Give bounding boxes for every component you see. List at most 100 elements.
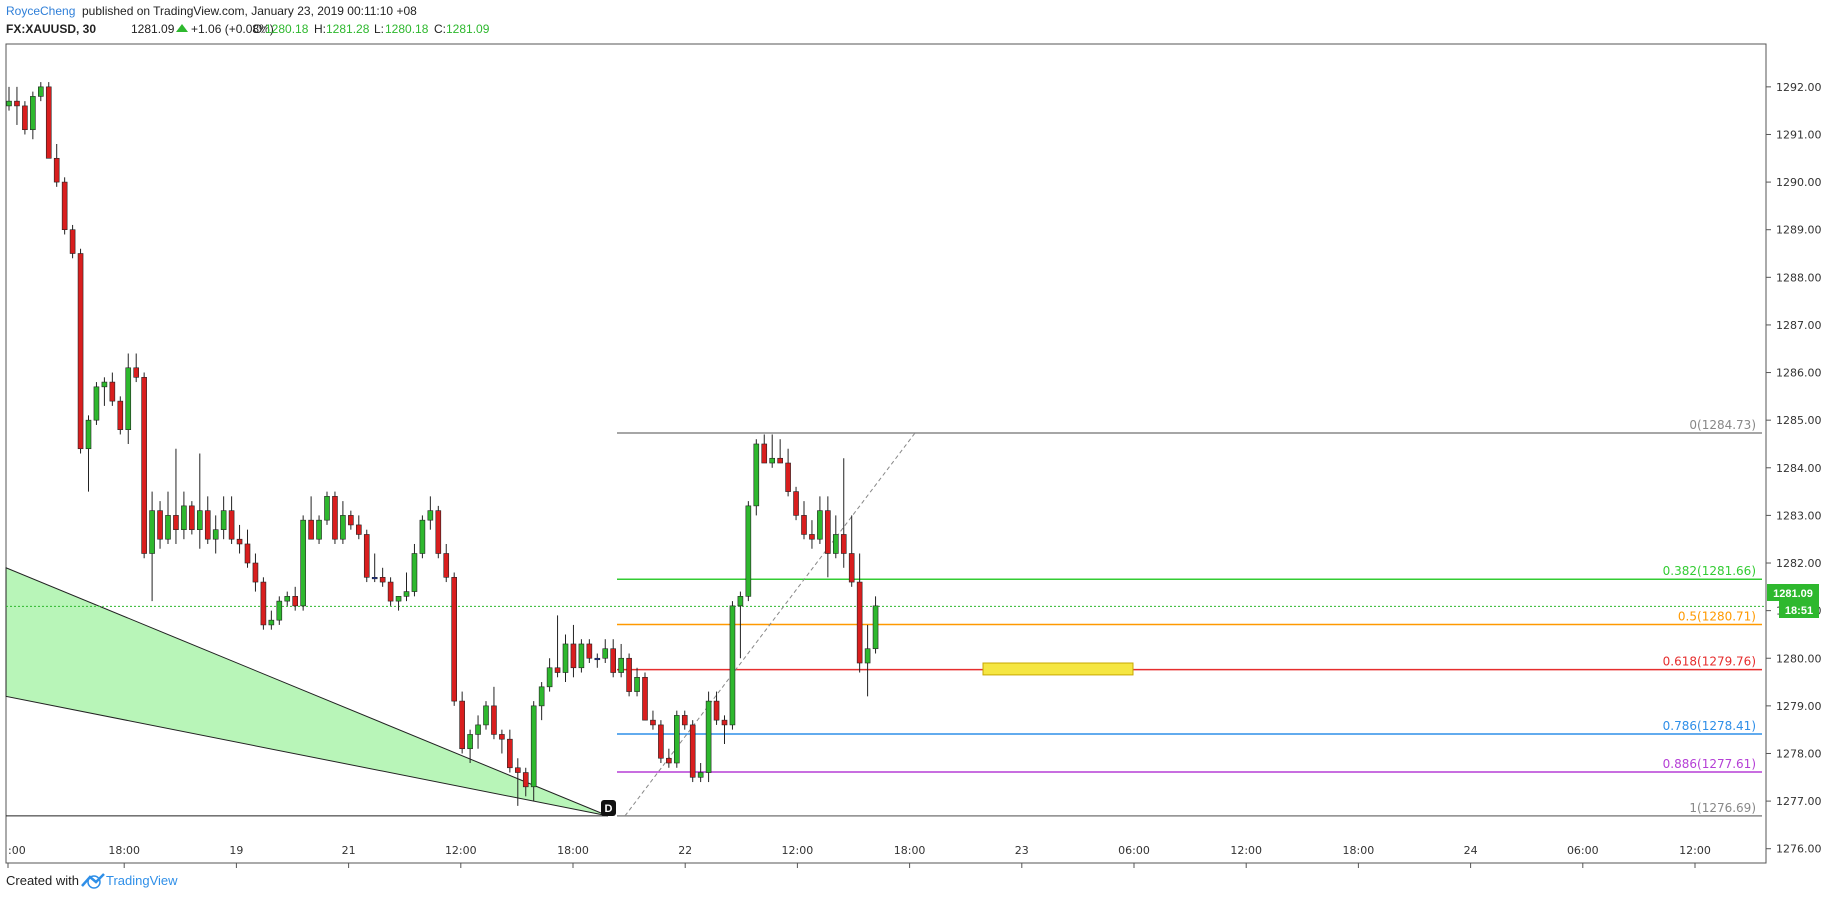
candle (284, 591, 291, 606)
candle (355, 515, 362, 540)
candle (292, 586, 299, 611)
candle (499, 729, 505, 754)
fib-level-label: 0(1284.73) (1689, 418, 1756, 432)
candle (220, 496, 227, 540)
time-axis[interactable]: :00 18:00 19 21 12:00 18:00 22 12:00 18:00 23 06:0… (7, 844, 1711, 868)
candle (260, 577, 267, 630)
fib-level-label: 0.886(1277.61) (1663, 757, 1756, 771)
symbol-label: FX:XAUUSD, 30 (6, 22, 96, 36)
candle (514, 758, 521, 806)
candle (61, 177, 68, 235)
candle (53, 143, 60, 187)
candle (570, 624, 577, 678)
candlestick-series (6, 82, 879, 806)
y-tick-label: 1276.00 (1776, 843, 1822, 856)
fib-level-label: 0.786(1278.41) (1663, 719, 1756, 733)
fib-trendline[interactable] (624, 432, 916, 817)
candle (69, 224, 76, 259)
candle (348, 510, 354, 530)
candle (276, 596, 283, 625)
tradingview-brand-link[interactable]: TradingView (106, 873, 178, 888)
high-value: 1281.28 (326, 22, 370, 36)
candle (101, 377, 108, 406)
candle (93, 382, 100, 425)
candle (149, 491, 155, 602)
x-tick-label: 18:00 (894, 844, 926, 857)
y-tick-label: 1278.00 (1776, 747, 1822, 760)
last-price: 1281.09 (131, 22, 175, 36)
candle (769, 434, 776, 468)
candle (459, 691, 465, 754)
fibonacci-retracement[interactable]: 0(1284.73) 0.382(1281.66) 0.5(1280.71) 0.61… (617, 418, 1762, 817)
candle (840, 458, 847, 568)
candle (435, 505, 442, 559)
candle (77, 248, 84, 454)
y-tick-label: 1284.00 (1776, 462, 1822, 475)
open-label: O: (253, 22, 266, 36)
candle (387, 577, 394, 606)
candle (729, 601, 736, 730)
candle (689, 720, 696, 783)
tradingview-logo-icon (81, 873, 105, 889)
candle (666, 748, 672, 768)
candle (30, 91, 36, 140)
candle (332, 491, 338, 544)
candle (801, 501, 807, 540)
candle (538, 682, 545, 721)
x-tick-label: :00 (8, 844, 26, 857)
candle (634, 667, 640, 697)
harmonic-leg-cd[interactable] (5, 567, 609, 817)
candle (650, 710, 656, 730)
candle (594, 653, 601, 668)
x-tick-label: 18:00 (1343, 844, 1375, 857)
candle (85, 415, 92, 492)
support-zone[interactable] (982, 662, 1134, 676)
candle (483, 701, 489, 730)
x-tick-label: 06:00 (1567, 844, 1599, 857)
high-label: H: (314, 22, 326, 36)
candle (491, 686, 497, 740)
candle (117, 396, 124, 435)
candle (340, 501, 346, 544)
pattern-point-d-label: D (605, 803, 613, 815)
open-value: 1280.18 (265, 22, 309, 36)
y-tick-label: 1282.00 (1776, 557, 1822, 570)
candle (554, 615, 561, 678)
harmonic-pattern[interactable] (5, 567, 1766, 817)
candle (825, 496, 831, 578)
x-tick-label: 06:00 (1118, 844, 1150, 857)
candle (602, 639, 609, 664)
y-tick-label: 1292.00 (1776, 81, 1822, 94)
candle (761, 434, 768, 464)
y-tick-label: 1291.00 (1776, 128, 1822, 141)
candle (324, 491, 330, 525)
candle (642, 672, 648, 721)
candle (673, 710, 680, 768)
candle (681, 710, 688, 730)
pattern-point-d[interactable]: D (601, 800, 616, 816)
candle (125, 353, 132, 444)
author-name[interactable]: RoyceCheng (6, 4, 75, 18)
y-tick-label: 1289.00 (1776, 224, 1822, 237)
candle (316, 515, 322, 544)
candle (403, 572, 410, 602)
y-tick-label: 1288.00 (1776, 271, 1822, 284)
y-tick-label: 1283.00 (1776, 509, 1822, 522)
fib-level-label: 0.618(1279.76) (1663, 655, 1756, 669)
ohlc-header: FX:XAUUSD, 30 1281.09 +1.06 (+0.08%) O: … (6, 22, 490, 36)
low-value: 1280.18 (385, 22, 429, 36)
x-tick-label: 23 (1015, 844, 1029, 857)
candle (872, 596, 879, 654)
candle (300, 515, 306, 611)
candle (45, 82, 52, 159)
candle (507, 729, 513, 773)
candle (228, 496, 235, 544)
candle (157, 501, 163, 549)
candle (618, 643, 624, 678)
candle (522, 767, 529, 797)
candle (308, 496, 314, 540)
x-tick-label: 22 (678, 844, 692, 857)
candle (6, 86, 12, 111)
price-axis[interactable]: 1276.00 1277.00 1278.00 1279.00 1280.00 1281.… (1766, 81, 1822, 856)
